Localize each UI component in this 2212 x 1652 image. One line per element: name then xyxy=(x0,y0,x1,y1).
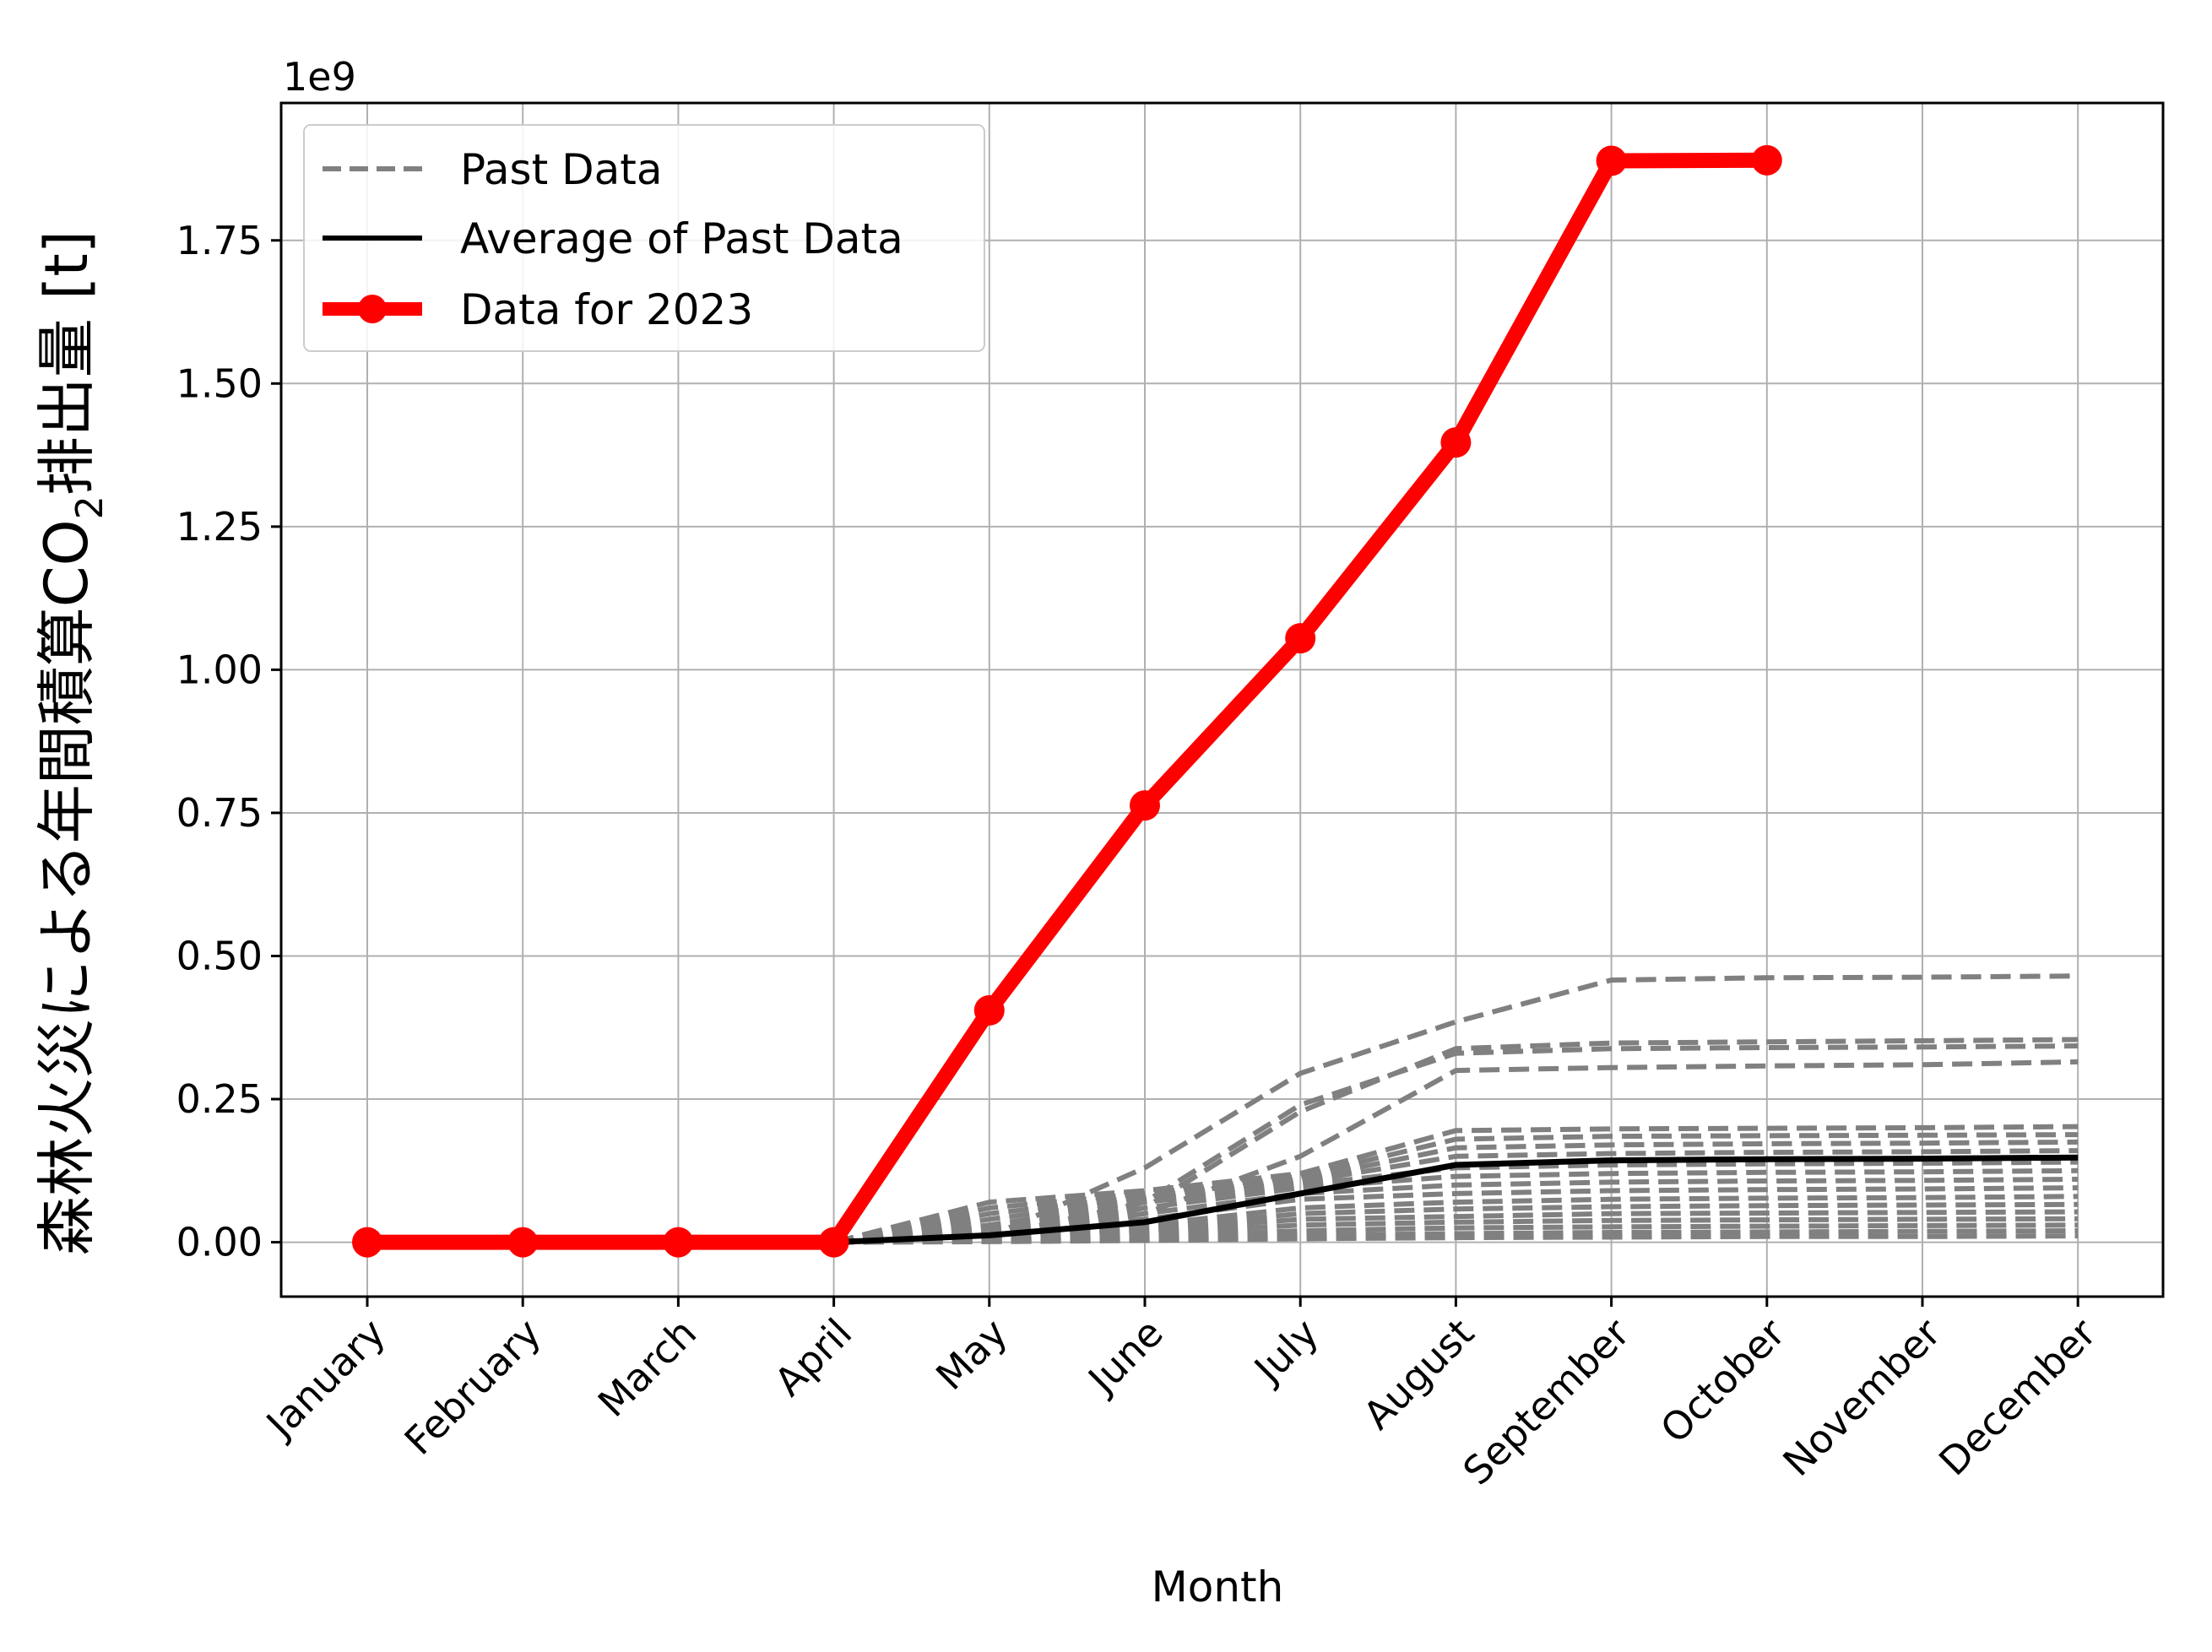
legend-label-past: Past Data xyxy=(460,145,662,194)
past-data-series-line xyxy=(833,1167,2079,1245)
y-offset-label: 1e9 xyxy=(283,54,356,100)
average-series-line xyxy=(833,1154,2079,1246)
past-data-series-line xyxy=(832,1132,2079,1245)
x-tick-label: November xyxy=(1774,1310,1949,1485)
y-tick-label: 1.25 xyxy=(176,504,263,550)
y-tick-label: 0.00 xyxy=(176,1220,263,1265)
y-axis-label-main: 森林火災による年間積算CO xyxy=(32,519,101,1255)
y-axis-label-subscript: 2 xyxy=(68,496,111,519)
current-data-point xyxy=(1285,623,1316,654)
x-tick-label: February xyxy=(396,1310,550,1464)
past-data-series-line xyxy=(833,1177,2079,1245)
current-data-point xyxy=(973,994,1005,1026)
x-tick-label: August xyxy=(1354,1310,1483,1438)
current-data-point xyxy=(1596,145,1627,176)
y-tick-label: 0.25 xyxy=(176,1076,263,1122)
legend-label-current: Data for 2023 xyxy=(460,285,753,334)
past-data-series-line xyxy=(833,1233,2079,1245)
past-data-series-line xyxy=(832,1124,2079,1245)
current-data-point xyxy=(1751,144,1782,176)
x-tick-label: July xyxy=(1244,1310,1327,1394)
x-tick-label: December xyxy=(1930,1310,2105,1485)
current-data-point xyxy=(1130,790,1160,821)
x-tick-label: September xyxy=(1454,1310,1638,1494)
legend-label-average: Average of Past Data xyxy=(460,214,903,263)
grid xyxy=(281,103,2163,1297)
x-axis-label: Month xyxy=(1152,1563,1284,1611)
x-tick-label: June xyxy=(1078,1310,1172,1404)
current-data-point xyxy=(352,1227,382,1258)
past-data-series-line xyxy=(833,1139,2079,1245)
x-tick-label: March xyxy=(589,1310,705,1426)
current-series-line xyxy=(360,152,1775,1250)
x-tick-label: May xyxy=(927,1310,1016,1399)
legend-box xyxy=(303,124,985,352)
current-data-point xyxy=(663,1227,694,1258)
y-axis-label: 森林火災による年間積算CO2排出量 [t] xyxy=(32,230,111,1255)
plot-frame xyxy=(279,101,2165,1298)
y-tick-label: 0.50 xyxy=(176,933,263,978)
y-axis: 0.00 0.25 0.50 0.75 1.00 1.25 1.50 1.75 xyxy=(176,218,281,1265)
current-data-point xyxy=(818,1227,849,1258)
y-axis-label-tail: 排出量 [t] xyxy=(32,230,101,496)
legend: Past Data Average of Past Data Data for … xyxy=(303,124,985,352)
current-data-point xyxy=(507,1227,539,1258)
current-year-line xyxy=(352,144,1782,1258)
x-tick-label: April xyxy=(766,1310,861,1406)
current-data-point xyxy=(1440,427,1472,458)
x-tick-label: January xyxy=(256,1310,394,1449)
legend-swatch-current-marker xyxy=(358,295,387,323)
past-data-series-line xyxy=(833,1148,2079,1245)
y-tick-label: 1.00 xyxy=(176,647,263,692)
y-tick-label: 0.75 xyxy=(176,790,263,836)
y-tick-label: 1.50 xyxy=(176,360,263,406)
x-axis: January February March April May June July Augu… xyxy=(256,1297,2105,1494)
y-tick-label: 1.75 xyxy=(176,218,263,263)
average-line xyxy=(833,1154,2079,1246)
x-tick-label: October xyxy=(1651,1310,1793,1452)
